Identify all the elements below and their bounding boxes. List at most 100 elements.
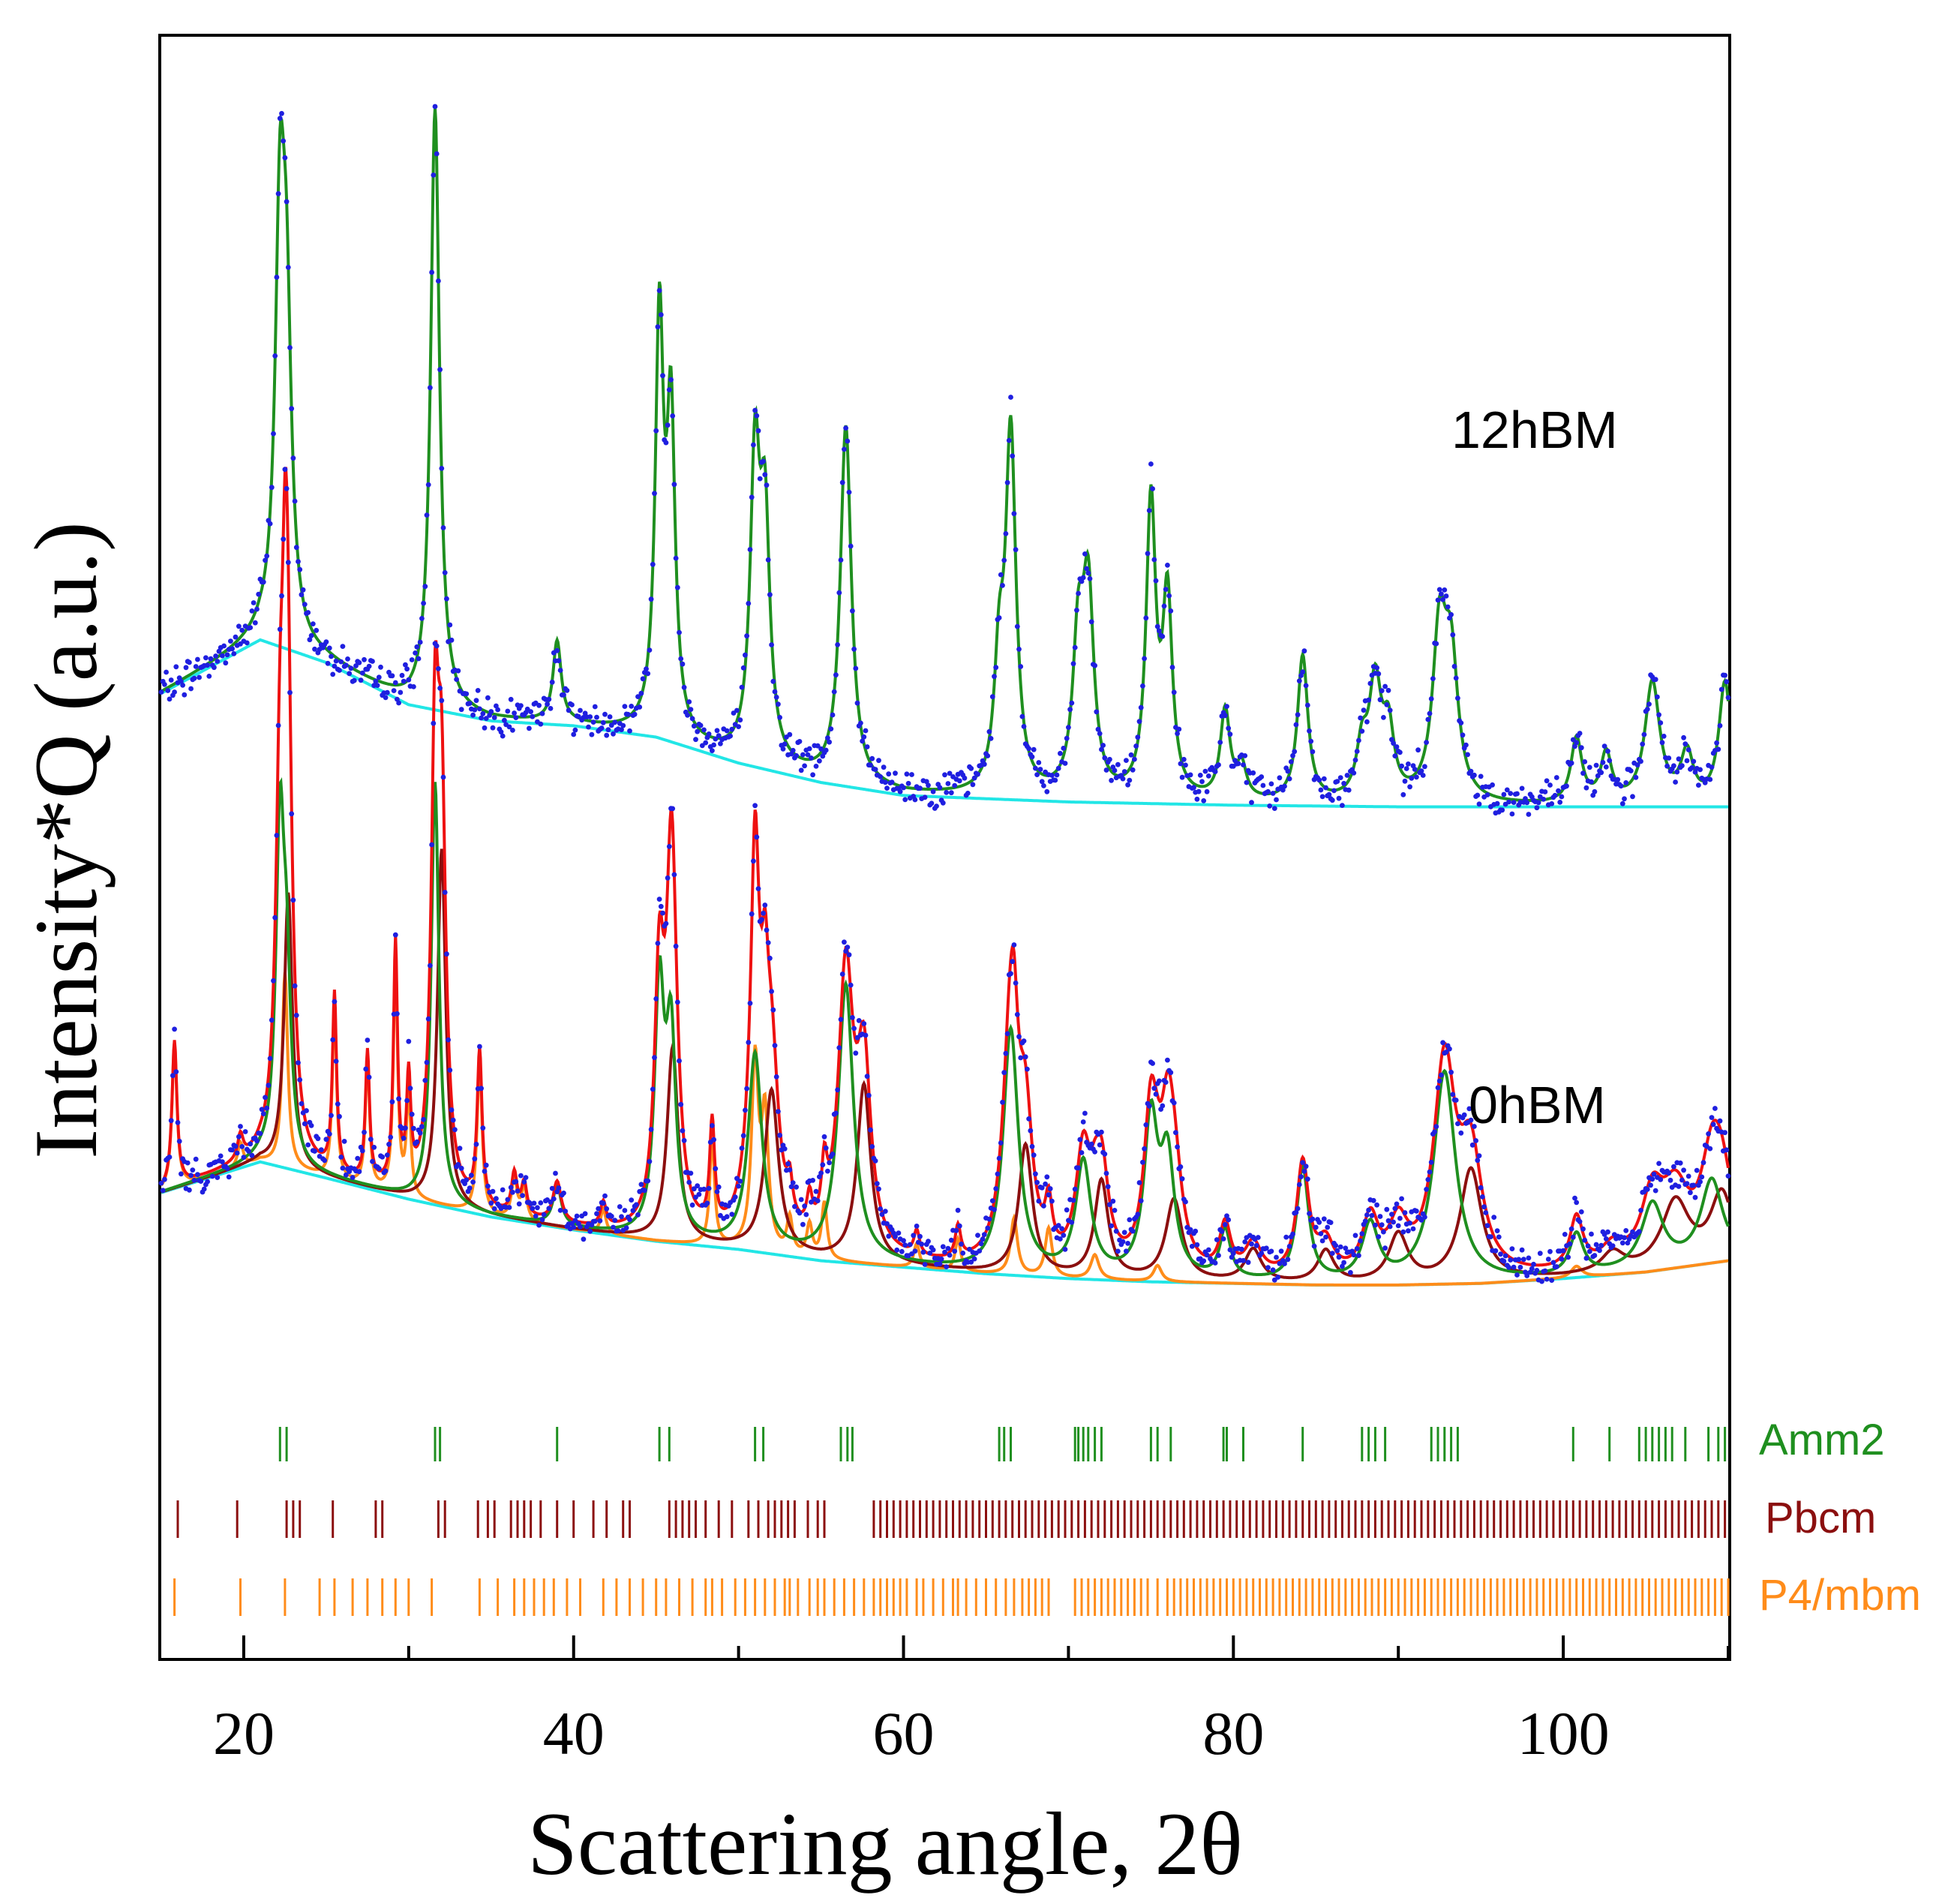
observed-point	[1041, 783, 1046, 788]
observed-point	[843, 425, 848, 431]
observed-point	[1451, 663, 1457, 669]
observed-point	[297, 1077, 303, 1083]
observed-point	[1163, 587, 1169, 592]
observed-point	[1600, 759, 1606, 765]
observed-point	[947, 770, 953, 776]
observed-point	[1394, 1201, 1400, 1207]
observed-point	[868, 762, 873, 768]
observed-point	[472, 1156, 478, 1162]
observed-point	[1494, 800, 1500, 806]
observed-point	[1244, 779, 1250, 785]
observed-point	[1175, 731, 1180, 737]
observed-point	[691, 1186, 697, 1192]
observed-point	[272, 353, 278, 359]
observed-point	[1586, 1248, 1592, 1254]
observed-point	[1285, 1257, 1291, 1263]
observed-point	[1318, 787, 1324, 793]
observed-point	[787, 1167, 793, 1173]
observed-point	[1274, 797, 1279, 803]
observed-point	[1004, 1031, 1010, 1037]
observed-point	[1321, 776, 1327, 782]
observed-point	[1418, 1218, 1424, 1223]
observed-point	[1191, 785, 1196, 791]
observed-point	[1565, 1254, 1571, 1260]
observed-point	[389, 673, 395, 679]
observed-point	[223, 660, 229, 666]
observed-point	[191, 675, 197, 681]
observed-point	[351, 677, 357, 683]
observed-point	[1194, 1242, 1200, 1248]
observed-point	[1061, 746, 1067, 751]
observed-point	[1135, 734, 1141, 740]
observed-point	[1425, 716, 1431, 722]
observed-point	[230, 646, 235, 652]
observed-point	[449, 637, 455, 643]
observed-point	[1082, 551, 1088, 557]
observed-point	[1622, 1235, 1627, 1241]
observed-point	[185, 1160, 191, 1166]
observed-point	[1630, 794, 1635, 800]
observed-point	[1110, 1198, 1116, 1204]
observed-point	[930, 1247, 936, 1253]
observed-point	[729, 726, 735, 732]
observed-point	[505, 708, 511, 714]
observed-point	[1499, 807, 1505, 813]
observed-point	[1171, 1100, 1177, 1106]
observed-point	[596, 1206, 602, 1212]
observed-point	[817, 758, 822, 764]
observed-point	[1049, 773, 1055, 778]
observed-point	[769, 642, 774, 647]
plot-frame	[158, 34, 1731, 1661]
observed-point	[711, 1137, 716, 1143]
observed-point	[1080, 575, 1086, 581]
observed-point	[1550, 1260, 1556, 1266]
observed-point	[1369, 1212, 1375, 1218]
observed-point	[254, 1138, 260, 1144]
x-tick-label: 100	[1517, 1699, 1610, 1767]
observed-point	[455, 1161, 461, 1167]
observed-point	[798, 767, 804, 773]
observed-point	[1490, 782, 1495, 788]
observed-point	[281, 138, 287, 144]
observed-point	[1000, 583, 1005, 588]
observed-point	[373, 678, 379, 684]
observed-point	[785, 1161, 791, 1167]
observed-point	[1724, 679, 1730, 685]
observed-point	[414, 1139, 420, 1145]
observed-point	[897, 788, 903, 794]
observed-point	[1224, 1213, 1229, 1219]
observed-point	[864, 744, 870, 749]
observed-point	[927, 1251, 933, 1256]
observed-point	[1666, 755, 1672, 761]
observed-point	[770, 1007, 776, 1013]
observed-point	[1323, 785, 1328, 791]
observed-point	[277, 116, 283, 122]
observed-point	[1346, 787, 1352, 793]
observed-point	[1085, 570, 1091, 576]
observed-point	[1039, 1185, 1045, 1191]
observed-point	[1088, 1141, 1094, 1147]
observed-point	[1176, 726, 1182, 732]
observed-point	[1586, 764, 1592, 770]
observed-point	[407, 1086, 413, 1091]
observed-point	[975, 1233, 980, 1238]
observed-point	[1475, 792, 1481, 798]
observed-point	[1366, 697, 1371, 703]
observed-point	[391, 688, 397, 693]
observed-point	[1598, 770, 1604, 776]
observed-point	[1201, 798, 1207, 803]
observed-point	[872, 767, 878, 772]
observed-point	[424, 512, 430, 518]
observed-point	[772, 689, 778, 695]
observed-point	[1440, 1040, 1445, 1046]
observed-point	[1430, 676, 1436, 681]
observed-point	[234, 1150, 240, 1156]
observed-point	[1410, 1226, 1416, 1232]
observed-point	[1310, 1216, 1316, 1222]
observed-point	[289, 811, 295, 817]
observed-point	[942, 1249, 947, 1255]
observed-point	[1707, 1146, 1713, 1152]
observed-point	[424, 1059, 430, 1065]
observed-point	[485, 695, 491, 701]
observed-point	[850, 608, 855, 614]
